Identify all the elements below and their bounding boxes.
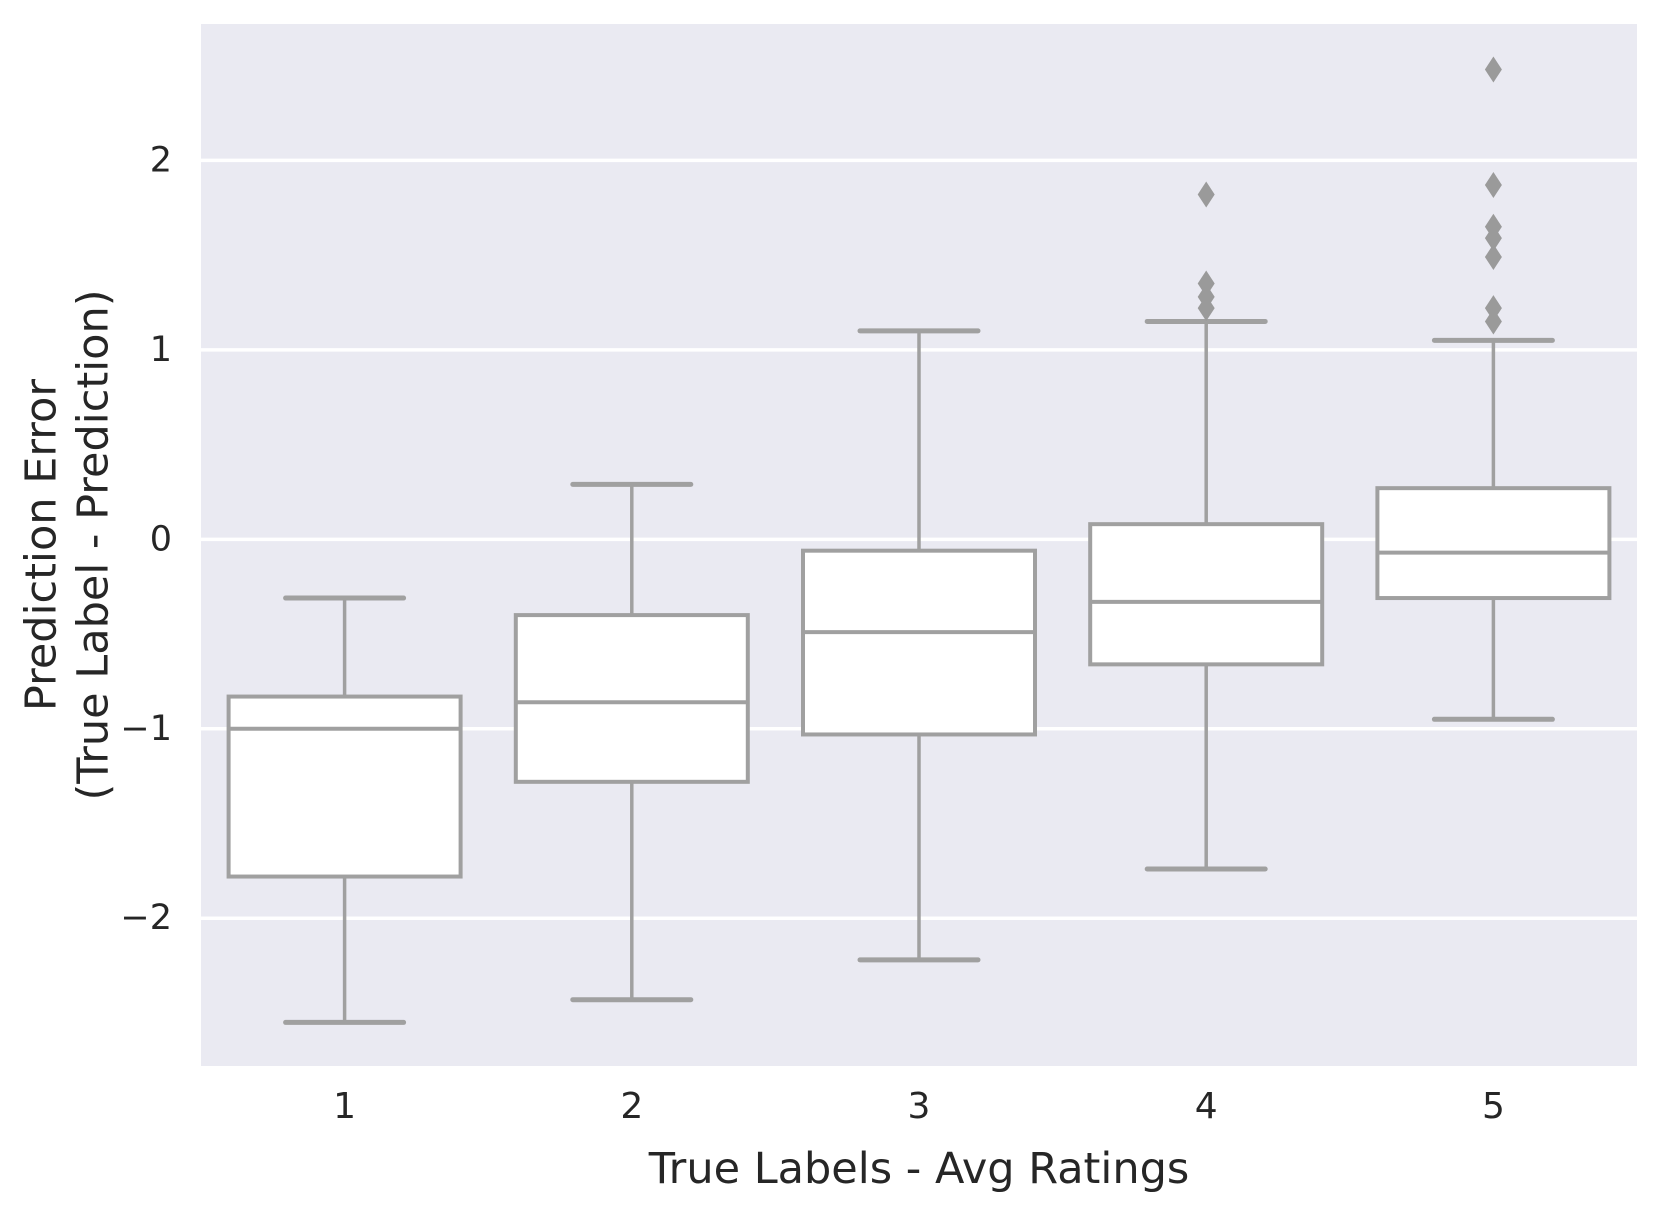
outlier-diamond [1197,181,1215,208]
x-axis-label: True Labels - Avg Ratings [648,1144,1190,1194]
box [513,613,750,784]
outlier-diamond [1197,270,1215,297]
x-tick-label: 5 [1482,1086,1505,1127]
y-axis-label: Prediction Error (True Label - Predictio… [16,289,121,800]
outlier-diamond [1484,308,1502,335]
x-tick-label: 1 [333,1086,356,1127]
outlier-diamond [1484,172,1502,199]
y-tick-label: 0 [150,519,172,559]
y-tick-label: 1 [150,330,172,370]
x-tick-label: 4 [1195,1086,1218,1127]
box [1088,522,1325,667]
y-tick-label: −1 [120,709,172,749]
y-axis-label-line2: (True Label - Prediction) [69,289,119,801]
x-tick-label: 3 [908,1086,931,1127]
outlier-diamond [1484,244,1502,271]
outlier-diamond [1197,283,1215,310]
y-axis-label-line1: Prediction Error [16,378,67,712]
box [1375,486,1612,601]
outlier-diamond [1484,295,1502,322]
y-tick-label: −2 [120,898,172,938]
y-tick-label: 2 [150,140,172,180]
box [226,694,463,879]
x-tick-label: 2 [620,1086,643,1127]
outlier-diamond [1484,213,1502,240]
box [801,548,1037,737]
outlier-diamond [1484,56,1502,83]
